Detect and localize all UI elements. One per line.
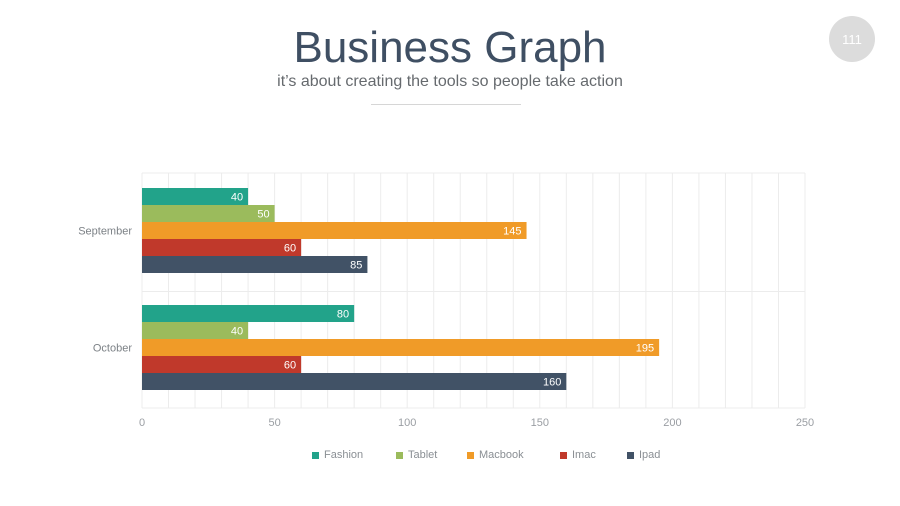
- bar: [142, 339, 660, 356]
- bar-value-label: 160: [543, 377, 561, 389]
- bar: [142, 222, 527, 239]
- bar: [142, 188, 249, 205]
- legend-item: Ipad: [627, 449, 660, 461]
- x-tick-label: 100: [398, 417, 416, 429]
- page-number-badge: 111: [829, 16, 875, 62]
- chart-bars: [142, 188, 660, 390]
- x-tick-label: 0: [139, 417, 145, 429]
- page-number: 111: [842, 31, 862, 47]
- legend-item: Fashion: [312, 449, 363, 461]
- chart-legend: Fashion Tablet Macbook Imac Ipad: [0, 449, 900, 463]
- bar-value-label: 145: [503, 226, 521, 238]
- page-title: Business Graph: [293, 23, 607, 72]
- title-divider: [371, 104, 521, 105]
- bar-value-label: 40: [231, 326, 243, 338]
- chart-labels: 0 50 100 150 200 250 September 40 50 145 60 85 Octob…: [78, 192, 814, 430]
- legend-swatch: [396, 451, 403, 459]
- page-subtitle: it’s about creating the tools so people …: [277, 73, 623, 90]
- legend-item: Tablet: [396, 449, 437, 461]
- bar: [142, 239, 302, 256]
- legend-label: Tablet: [408, 449, 438, 461]
- category-label: October: [93, 343, 132, 355]
- bar-value-label: 80: [337, 309, 349, 321]
- bar: [142, 373, 567, 390]
- bar: [142, 322, 249, 339]
- x-tick-label: 50: [268, 417, 280, 429]
- bar-value-label: 50: [257, 209, 269, 221]
- bar: [142, 256, 368, 273]
- legend-swatch: [312, 451, 319, 459]
- bar-value-label: 40: [231, 192, 243, 204]
- bar-value-label: 60: [284, 360, 296, 372]
- legend-item: Imac: [560, 449, 596, 461]
- legend-swatch: [560, 451, 567, 459]
- legend-label: Imac: [572, 449, 596, 461]
- x-tick-label: 250: [796, 417, 814, 429]
- bar-value-label: 195: [636, 343, 654, 355]
- legend-swatch: [467, 451, 474, 459]
- legend-item: Macbook: [467, 449, 524, 461]
- category-label: September: [78, 226, 132, 238]
- x-tick-label: 150: [531, 417, 549, 429]
- bar-value-label: 85: [350, 260, 362, 272]
- legend-label: Ipad: [639, 449, 661, 461]
- bar: [142, 305, 355, 322]
- legend-label: Macbook: [479, 449, 524, 461]
- legend-swatch: [627, 451, 634, 459]
- bar: [142, 356, 302, 373]
- x-tick-label: 200: [663, 417, 681, 429]
- bar: [142, 205, 275, 222]
- legend-label: Fashion: [324, 449, 364, 461]
- bar-value-label: 60: [284, 243, 296, 255]
